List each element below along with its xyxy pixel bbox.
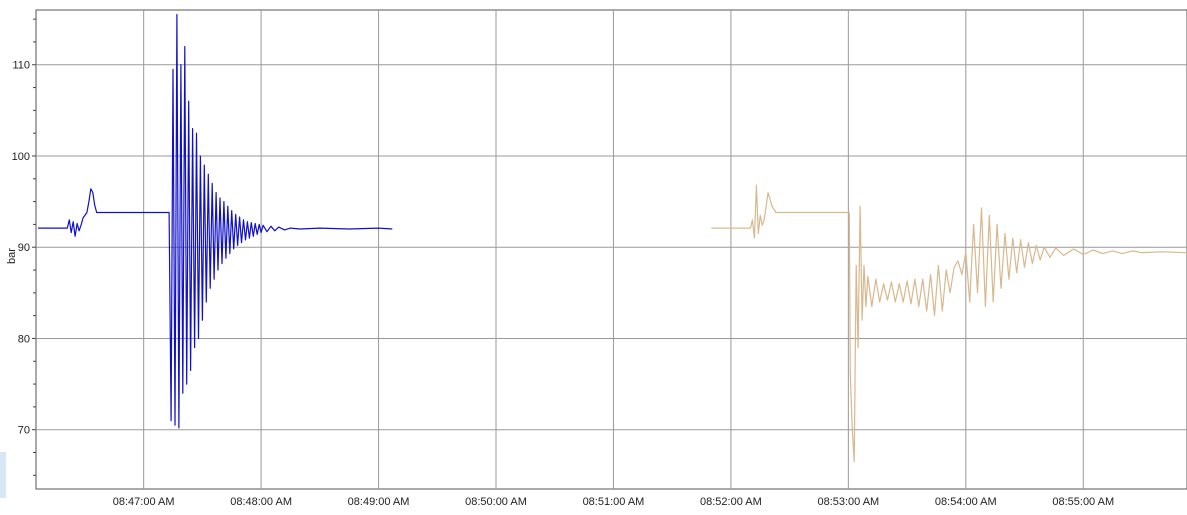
x-tick-label: 08:50:00 AM [465,496,527,508]
y-axis-title: bar [6,248,18,264]
x-tick-label: 08:55:00 AM [1052,496,1114,508]
y-tick-labels: 70 80 90 100 110 [12,60,30,437]
x-tick-label: 08:51:00 AM [583,496,645,508]
x-tick-label: 08:53:00 AM [817,496,879,508]
y-tick-label: 90 [18,242,30,254]
plot-area [35,9,1187,490]
x-tick-label: 08:48:00 AM [230,496,292,508]
x-tick-label: 08:54:00 AM [935,496,997,508]
y-tick-label: 80 [18,333,30,345]
series-layer [38,14,1187,463]
window-edge-accent [0,452,6,498]
x-tick-label: 08:49:00 AM [348,496,410,508]
x-tick-labels: 08:47:00 AM 08:48:00 AM 08:49:00 AM 08:50:0… [113,496,1114,508]
y-minor-ticks [33,18,36,476]
y-tick-label: 100 [12,151,30,163]
grid [32,10,1187,489]
series-line-1 [38,14,393,429]
x-tick-label: 08:47:00 AM [113,496,175,508]
series-line-2 [711,184,1187,463]
y-tick-label: 110 [12,60,30,72]
y-tick-label: 70 [18,425,30,437]
x-tick-label: 08:52:00 AM [700,496,762,508]
